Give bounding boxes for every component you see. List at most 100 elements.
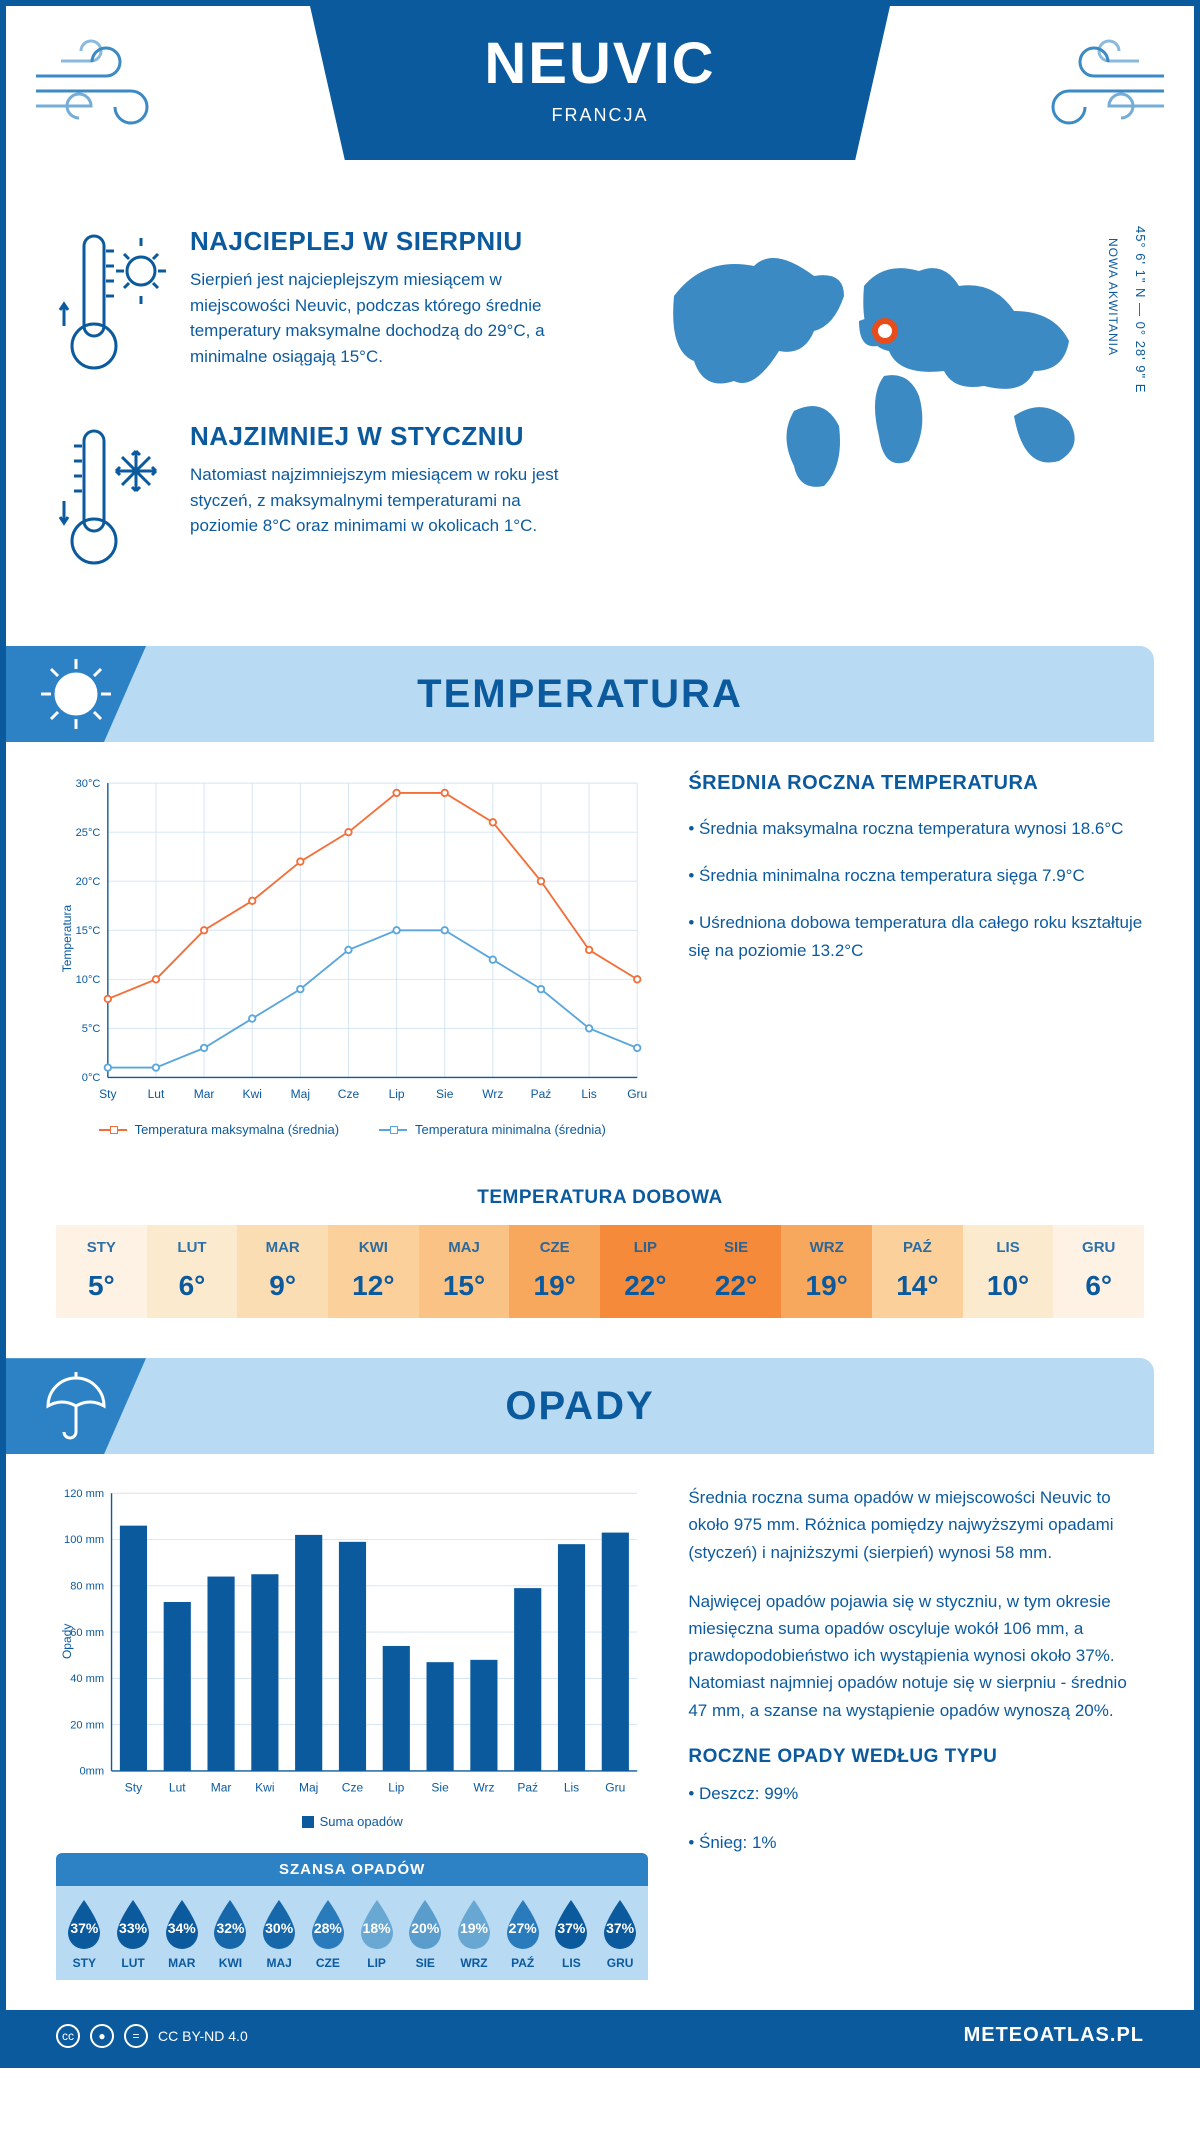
chance-cell: 33% LUT: [109, 1898, 158, 1970]
chance-cell: 32% KWI: [206, 1898, 255, 1970]
license: cc ● = CC BY-ND 4.0: [56, 2024, 248, 2048]
temperature-legend: Temperatura maksymalna (średnia) Tempera…: [56, 1122, 648, 1137]
avg-bullet: • Średnia minimalna roczna temperatura s…: [688, 862, 1144, 889]
daily-temp-cell: KWI12°: [328, 1225, 419, 1318]
by-icon: ●: [90, 2024, 114, 2048]
wind-icon: [1024, 36, 1164, 141]
daily-temp-strip: STY5°LUT6°MAR9°KWI12°MAJ15°CZE19°LIP22°S…: [6, 1225, 1194, 1358]
fact-warmest-title: NAJCIEPLEJ W SIERPNIU: [190, 226, 590, 257]
umbrella-icon: [6, 1358, 146, 1454]
avg-bullet: • Uśredniona dobowa temperatura dla całe…: [688, 909, 1144, 963]
chance-cell: 34% MAR: [157, 1898, 206, 1970]
svg-text:25°C: 25°C: [76, 827, 101, 839]
daily-temp-cell: CZE19°: [509, 1225, 600, 1318]
daily-temp-cell: MAR9°: [237, 1225, 328, 1318]
precip-type-bullet: • Śnieg: 1%: [688, 1829, 1144, 1856]
raindrop-icon: 20%: [404, 1898, 446, 1950]
daily-temp-cell: LIS10°: [963, 1225, 1054, 1318]
svg-text:Sty: Sty: [99, 1087, 116, 1101]
map-marker-icon: [872, 318, 898, 344]
svg-text:Wrz: Wrz: [482, 1087, 503, 1101]
svg-text:Lis: Lis: [564, 1780, 579, 1794]
svg-text:Paź: Paź: [531, 1087, 552, 1101]
chance-title: SZANSA OPADÓW: [56, 1853, 648, 1886]
precip-bar-chart: 0mm20 mm40 mm60 mm80 mm100 mm120 mmStyLu…: [56, 1484, 648, 1829]
raindrop-icon: 34%: [161, 1898, 203, 1950]
raindrop-icon: 30%: [258, 1898, 300, 1950]
precip-banner: OPADY: [6, 1358, 1154, 1454]
page-frame: NEUVIC FRANCJA: [0, 0, 1200, 2068]
cc-icon: cc: [56, 2024, 80, 2048]
header: NEUVIC FRANCJA: [6, 6, 1194, 206]
svg-text:Sie: Sie: [431, 1780, 449, 1794]
svg-text:Sie: Sie: [436, 1087, 454, 1101]
temperature-summary: ŚREDNIA ROCZNA TEMPERATURA • Średnia mak…: [688, 772, 1144, 1137]
chance-cell: 18% LIP: [352, 1898, 401, 1970]
fact-warmest-text: Sierpień jest najcieplejszym miesiącem w…: [190, 267, 590, 369]
raindrop-icon: 28%: [307, 1898, 349, 1950]
raindrop-icon: 27%: [502, 1898, 544, 1950]
svg-text:Gru: Gru: [605, 1780, 625, 1794]
precip-summary: Średnia roczna suma opadów w miejscowośc…: [688, 1484, 1144, 1980]
svg-text:Opady: Opady: [60, 1624, 74, 1659]
daily-temp-cell: STY5°: [56, 1225, 147, 1318]
chance-cell: 30% MAJ: [255, 1898, 304, 1970]
daily-temp-cell: PAŹ14°: [872, 1225, 963, 1318]
precip-legend-label: Suma opadów: [320, 1814, 403, 1829]
fact-coldest-title: NAJZIMNIEJ W STYCZNIU: [190, 421, 590, 452]
legend-max-label: Temperatura maksymalna (średnia): [135, 1122, 339, 1137]
footer: cc ● = CC BY-ND 4.0 METEOATLAS.PL: [6, 2010, 1194, 2062]
chance-cell: 27% PAŹ: [498, 1898, 547, 1970]
daily-temp-cell: LIP22°: [600, 1225, 691, 1318]
precip-type-bullet: • Deszcz: 99%: [688, 1780, 1144, 1807]
svg-text:Sty: Sty: [125, 1780, 142, 1794]
daily-temp-cell: LUT6°: [147, 1225, 238, 1318]
daily-temp-cell: WRZ19°: [781, 1225, 872, 1318]
svg-text:Mar: Mar: [194, 1087, 215, 1101]
svg-text:Lut: Lut: [169, 1780, 186, 1794]
precip-chance-panel: SZANSA OPADÓW 37% STY 33% LUT 34% MAR 32…: [56, 1853, 648, 1980]
svg-text:Paź: Paź: [517, 1780, 538, 1794]
raindrop-icon: 37%: [599, 1898, 641, 1950]
svg-text:80 mm: 80 mm: [70, 1581, 104, 1593]
sun-icon: [6, 646, 146, 742]
fact-coldest-text: Natomiast najzimniejszym miesiącem w rok…: [190, 462, 590, 539]
fact-coldest: NAJZIMNIEJ W STYCZNIU Natomiast najzimni…: [56, 421, 604, 576]
precip-text: Najwięcej opadów pojawia się w styczniu,…: [688, 1588, 1144, 1724]
raindrop-icon: 37%: [63, 1898, 105, 1950]
svg-text:30°C: 30°C: [76, 778, 101, 790]
svg-text:0°C: 0°C: [82, 1072, 101, 1084]
svg-text:Temperatura: Temperatura: [60, 905, 74, 973]
daily-temp-title: TEMPERATURA DOBOWA: [6, 1187, 1194, 1209]
svg-text:100 mm: 100 mm: [64, 1534, 104, 1546]
country-label: FRANCJA: [310, 105, 890, 126]
svg-text:Wrz: Wrz: [473, 1780, 494, 1794]
svg-text:Lip: Lip: [389, 1087, 405, 1101]
daily-temp-cell: SIE22°: [691, 1225, 782, 1318]
temperature-line-chart: 0°C5°C10°C15°C20°C25°C30°CStyLutMarKwiMa…: [56, 772, 648, 1137]
svg-text:20°C: 20°C: [76, 876, 101, 888]
svg-text:Cze: Cze: [342, 1780, 364, 1794]
svg-text:Lis: Lis: [581, 1087, 596, 1101]
intro-section: NAJCIEPLEJ W SIERPNIU Sierpień jest najc…: [6, 206, 1194, 646]
raindrop-icon: 32%: [209, 1898, 251, 1950]
raindrop-icon: 19%: [453, 1898, 495, 1950]
legend-min-label: Temperatura minimalna (średnia): [415, 1122, 606, 1137]
svg-text:Mar: Mar: [211, 1780, 232, 1794]
title-banner: NEUVIC FRANCJA: [310, 6, 890, 160]
svg-text:Gru: Gru: [627, 1087, 647, 1101]
chance-cell: 37% LIS: [547, 1898, 596, 1970]
precip-text: Średnia roczna suma opadów w miejscowośc…: [688, 1484, 1144, 1566]
license-label: CC BY-ND 4.0: [158, 2028, 248, 2044]
svg-text:Kwi: Kwi: [243, 1087, 262, 1101]
brand-label: METEOATLAS.PL: [964, 2024, 1144, 2047]
temperature-heading: TEMPERATURA: [146, 672, 1154, 717]
daily-temp-cell: MAJ15°: [419, 1225, 510, 1318]
city-title: NEUVIC: [310, 30, 890, 97]
svg-text:60 mm: 60 mm: [70, 1627, 104, 1639]
raindrop-icon: 33%: [112, 1898, 154, 1950]
daily-temp-cell: GRU6°: [1053, 1225, 1144, 1318]
fact-warmest: NAJCIEPLEJ W SIERPNIU Sierpień jest najc…: [56, 226, 604, 381]
svg-text:5°C: 5°C: [82, 1023, 101, 1035]
chance-cell: 19% WRZ: [450, 1898, 499, 1970]
